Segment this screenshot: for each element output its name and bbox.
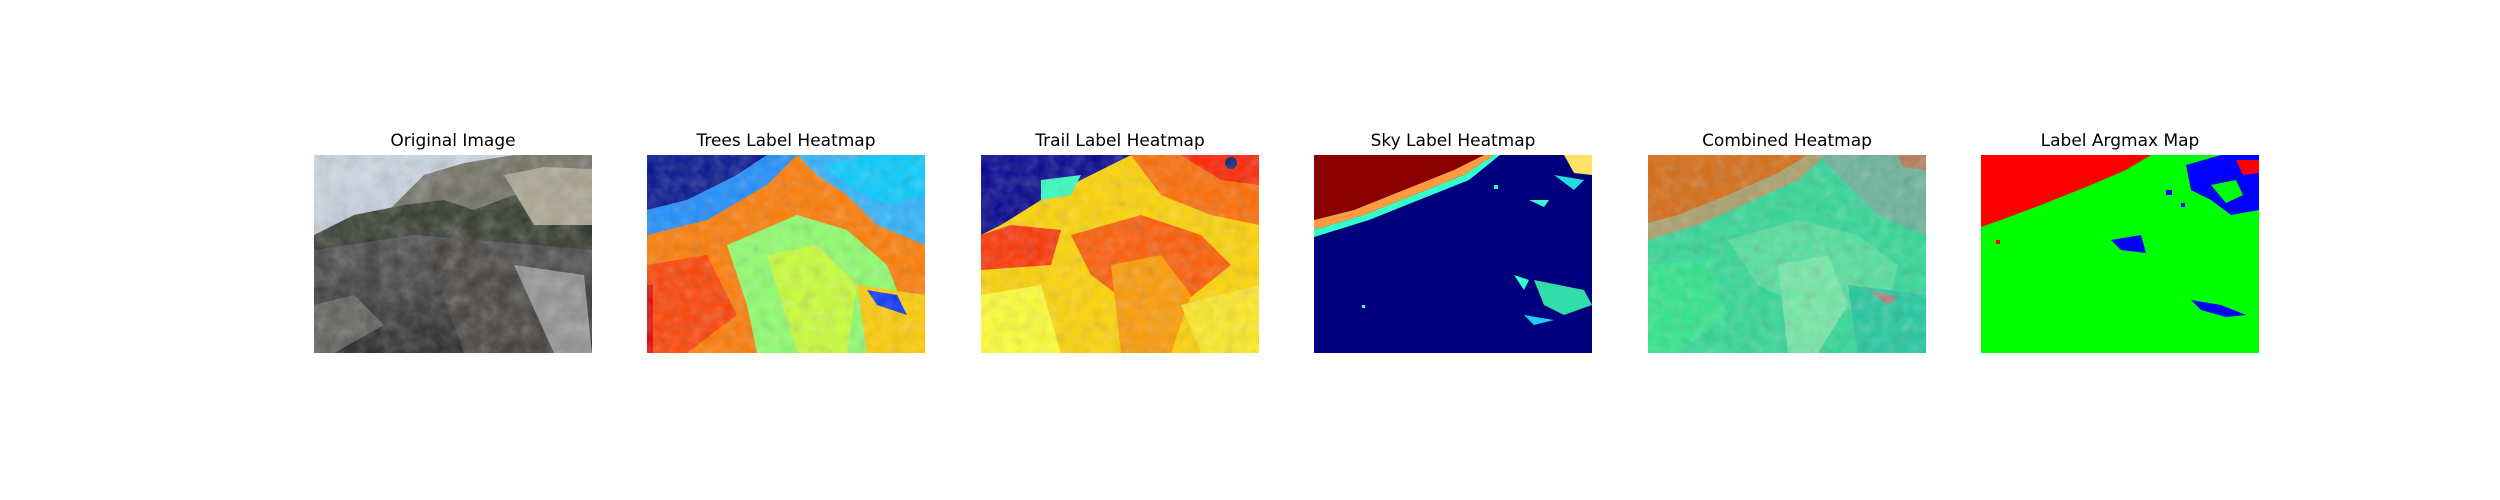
trees-heatmap <box>647 155 925 353</box>
panel-title: Original Image <box>390 131 516 151</box>
panel-title: Combined Heatmap <box>1702 131 1872 151</box>
argmax-map <box>1981 155 2259 353</box>
panel-title: Label Argmax Map <box>2040 131 2200 151</box>
panel-title: Sky Label Heatmap <box>1370 131 1536 151</box>
sky-heatmap <box>1314 155 1592 353</box>
combined-heatmap <box>1648 155 1926 353</box>
panel-title: Trail Label Heatmap <box>1035 131 1205 151</box>
panel-title: Trees Label Heatmap <box>696 131 876 151</box>
trail-heatmap <box>981 155 1259 353</box>
original-image <box>314 155 592 353</box>
